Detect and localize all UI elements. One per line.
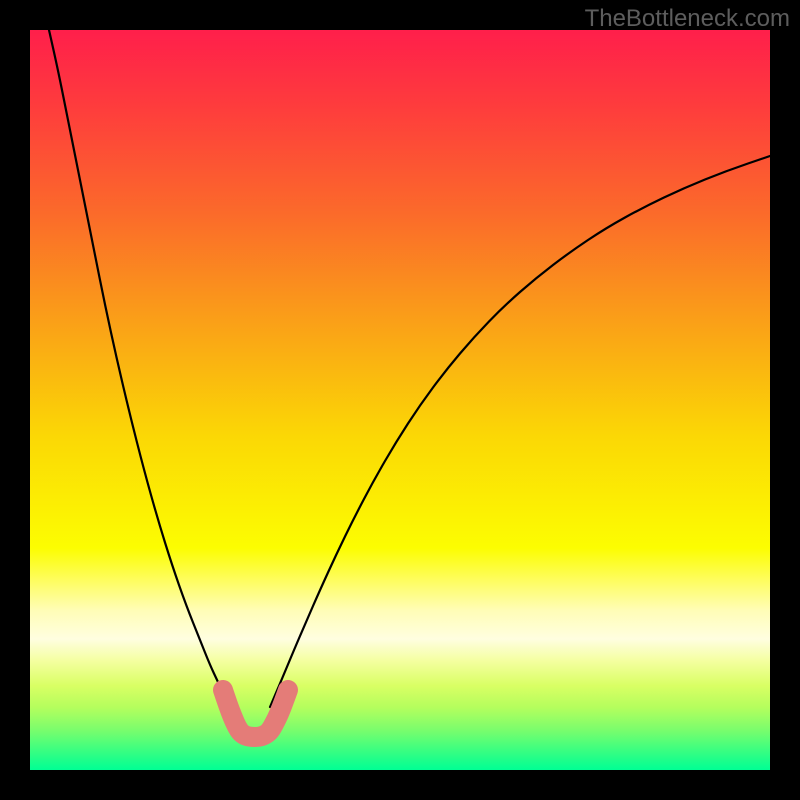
chart-svg (0, 0, 800, 800)
chart-container: TheBottleneck.com (0, 0, 800, 800)
plot-background (30, 30, 770, 770)
